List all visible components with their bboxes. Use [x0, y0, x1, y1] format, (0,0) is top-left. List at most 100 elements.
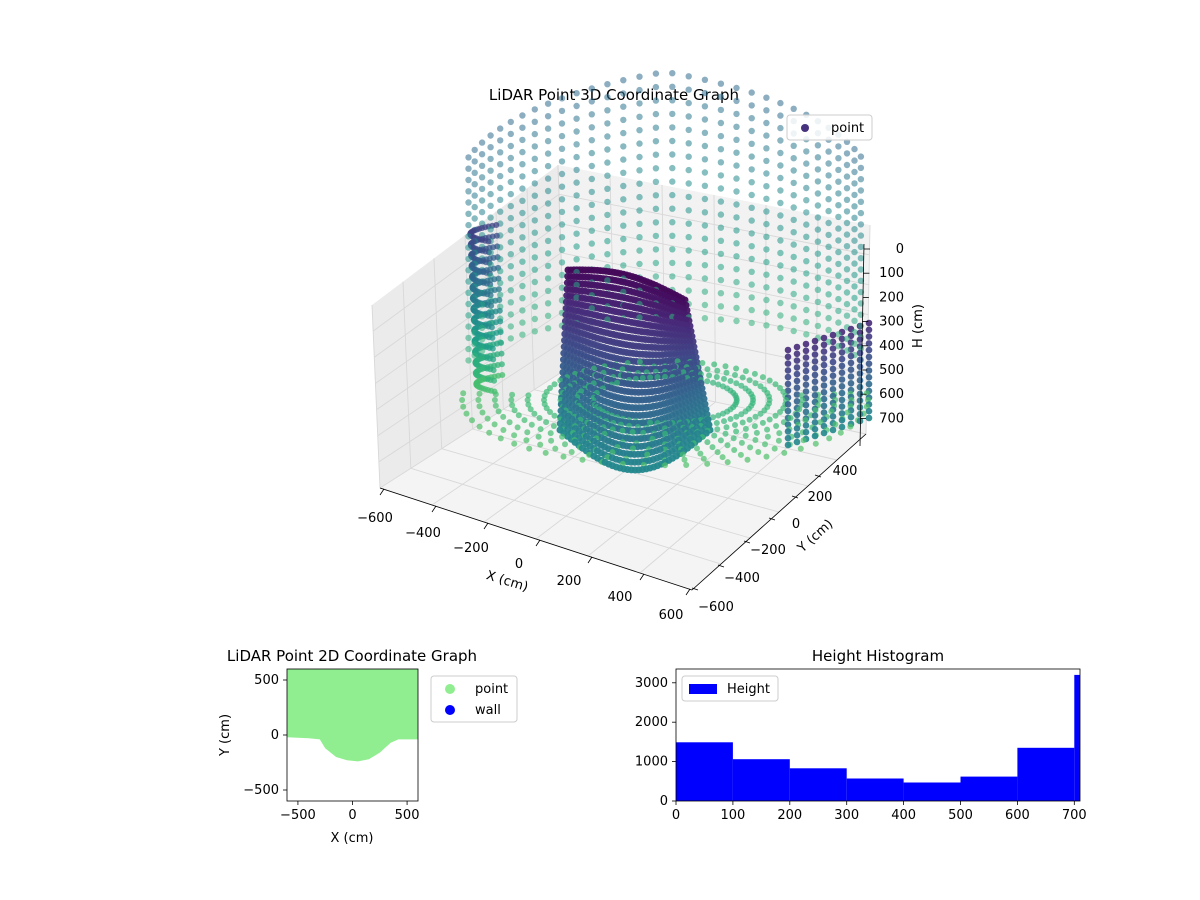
lidar-3d-point	[777, 187, 784, 194]
lidar-3d-point	[544, 312, 552, 319]
lidar-3d-point	[717, 263, 725, 271]
lidar-3d-point	[636, 193, 643, 201]
lidar-3d-point	[471, 158, 478, 165]
z3d-tick-label: 300	[879, 315, 904, 330]
lidar-3d-point	[588, 188, 595, 196]
lidar-3d-point	[507, 335, 514, 342]
plot2d-legend-marker-point	[445, 684, 455, 694]
lidar-3d-point	[857, 311, 865, 318]
y3d-tick-label: −600	[698, 600, 734, 615]
lidar-3d-point	[763, 145, 770, 152]
lidar-3d-point	[507, 202, 514, 210]
lidar-3d-point	[717, 198, 725, 205]
lidar-3d-point	[652, 178, 660, 185]
lidar-3d-point	[812, 440, 819, 447]
lidar-3d-point	[763, 453, 770, 460]
x3d-tick-label: 600	[659, 608, 684, 623]
lidar-3d-point	[604, 146, 611, 153]
lidar-3d-point	[742, 432, 749, 439]
lidar-3d-point	[519, 270, 526, 277]
lidar-3d-point	[784, 380, 792, 388]
lidar-3d-point	[724, 442, 731, 449]
lidar-3d-point	[762, 441, 768, 448]
lidar-3d-point	[515, 412, 522, 419]
lidar-3d-point	[722, 430, 729, 437]
x3d-tick-label: −200	[453, 541, 489, 556]
lidar-3d-point	[604, 224, 611, 232]
lidar-3d-point	[717, 437, 724, 444]
lidar-3d-point	[704, 366, 711, 373]
hist-bars	[676, 674, 1080, 801]
lidar-3d-point	[727, 378, 734, 384]
lidar-3d-point	[803, 331, 810, 338]
lidar-3d-point	[465, 323, 472, 330]
lidar-3d-point	[748, 140, 755, 147]
lidar-3d-point	[752, 437, 759, 443]
lidar-3d-point	[636, 247, 643, 254]
lidar-3d-point	[763, 271, 770, 278]
lidar-3d-point	[865, 374, 873, 381]
lidar-3d-point	[519, 136, 526, 144]
lidar-3d-point	[573, 115, 580, 122]
lidar-3d-point	[465, 221, 472, 229]
lidar-3d-point	[803, 306, 810, 314]
lidar-3d-point	[558, 271, 566, 279]
lidar-3d-point	[763, 132, 770, 139]
lidar-3d-point	[814, 154, 822, 161]
lidar-3d-point	[835, 225, 842, 232]
lidar-3d-point	[733, 201, 740, 208]
lidar-3d-point	[820, 334, 828, 342]
lidar-3d-point	[746, 416, 753, 423]
lidar-3d-point	[619, 366, 626, 373]
lidar-3d-point	[838, 389, 846, 397]
lidar-3d-point	[685, 113, 692, 120]
lidar-3d-point	[857, 322, 865, 330]
lidar-3d-point	[487, 249, 494, 256]
lidar-3d-point	[790, 266, 797, 273]
lidar-3d-point	[669, 70, 676, 77]
lidar-3d-point	[790, 327, 797, 335]
lidar-3d-point	[471, 146, 478, 154]
lidar-3d-point	[777, 162, 784, 169]
lidar-3d-point	[507, 263, 514, 270]
lidar-3d-point	[531, 106, 538, 113]
lidar-3d-point	[829, 358, 837, 366]
lidar-3d-point	[636, 180, 643, 187]
lidar-3d-point	[531, 291, 538, 298]
lidar-3d-point	[772, 381, 779, 388]
lidar-3d-point	[784, 353, 792, 361]
grid-line	[371, 304, 381, 489]
lidar-3d-point	[620, 156, 627, 163]
hist-bar	[903, 782, 961, 801]
lidar-3d-point	[465, 345, 472, 353]
lidar-3d-point	[491, 377, 498, 384]
lidar-3d-point	[865, 333, 873, 340]
lidar-3d-point	[479, 409, 486, 416]
lidar-3d-point	[604, 237, 611, 245]
lidar-3d-point	[835, 342, 842, 350]
lidar-3d-point	[652, 83, 660, 91]
lidar-3d-point	[802, 422, 810, 429]
lidar-3d-point	[490, 356, 497, 363]
lidar-3d-point	[796, 406, 803, 413]
hist-bar	[846, 778, 904, 801]
lidar-3d-point	[531, 167, 538, 175]
lidar-3d-point	[547, 409, 553, 415]
lidar-3d-point	[683, 462, 690, 468]
lidar-3d-point	[748, 306, 755, 314]
lidar-3d-point	[835, 319, 842, 326]
plot3d-z-axis-line	[859, 243, 865, 447]
lidar-3d-point	[763, 107, 770, 114]
lidar-3d-point	[814, 310, 822, 318]
lidar-3d-point	[793, 391, 801, 398]
lidar-3d-point	[531, 315, 538, 323]
lidar-3d-point	[558, 234, 566, 241]
lidar-3d-point	[847, 413, 855, 421]
lidar-3d-point	[838, 362, 846, 370]
lidar-3d-point	[790, 241, 797, 248]
plot2d-x-tick-label: 500	[395, 808, 420, 823]
lidar-3d-point	[519, 258, 526, 265]
lidar-3d-point	[706, 372, 713, 379]
lidar-3d-point	[544, 300, 552, 307]
lidar-3d-point	[857, 232, 865, 239]
